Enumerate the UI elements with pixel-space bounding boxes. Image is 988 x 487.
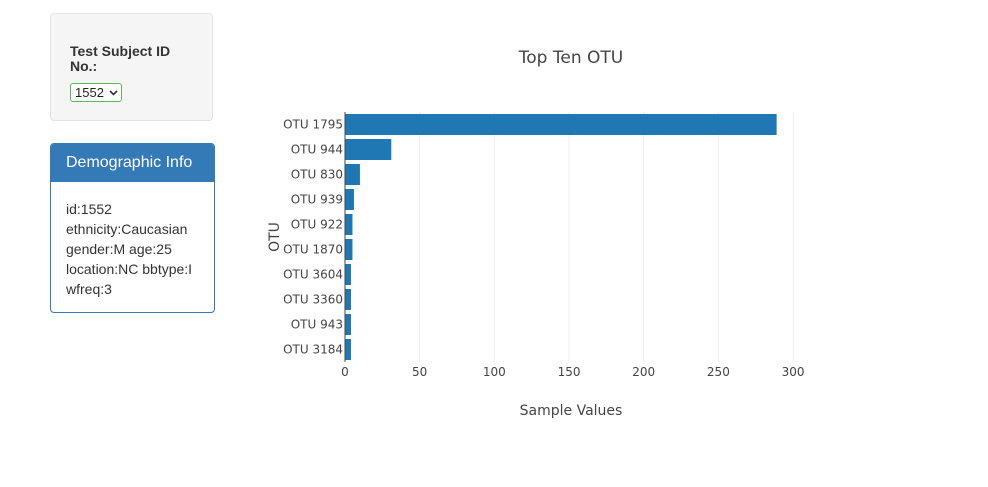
chart-x-tick-label: 0 — [341, 365, 349, 379]
demographic-line-location-bbtype: location:NC bbtype:I — [66, 261, 193, 277]
demographic-line-wfreq: wfreq:3 — [66, 281, 112, 297]
chart-bar — [345, 189, 354, 210]
chart-bar — [345, 114, 777, 135]
chart-title: Top Ten OTU — [518, 48, 623, 68]
demographic-info-body: id:1552 ethnicity:Caucasian gender:M age… — [51, 182, 214, 299]
chart-y-tick-label: OTU 3184 — [283, 343, 343, 357]
chart-bar — [345, 239, 353, 260]
chart-bar — [345, 339, 351, 360]
demographic-line-ethnicity: ethnicity:Caucasian — [66, 221, 188, 237]
chart-y-tick-label: OTU 830 — [291, 168, 343, 182]
chart-y-tick-label: OTU 939 — [291, 193, 343, 207]
chart-y-tick-label: OTU 943 — [291, 318, 343, 332]
chart-y-tick-labels: OTU 1795 OTU 944 OTU 830 OTU 939 OTU 922 OTU … — [283, 118, 343, 357]
chart-y-tick-label: OTU 1870 — [283, 243, 343, 257]
chart-bar — [345, 214, 353, 235]
chart-x-axis-label: Sample Values — [520, 403, 623, 419]
chart-x-tick-label: 100 — [483, 365, 506, 379]
chart-y-tick-label: OTU 1795 — [283, 118, 343, 132]
chart-y-axis-label: OTU — [267, 222, 283, 252]
demographic-line-id: id:1552 — [66, 201, 112, 217]
chart-bar — [345, 314, 351, 335]
subject-selector-label: Test Subject ID No.: — [70, 43, 171, 74]
demographic-panel-title: Demographic Info — [51, 144, 214, 182]
chart-x-tick-label: 50 — [412, 365, 427, 379]
chart-gridlines — [419, 112, 794, 362]
chart-bar — [345, 289, 351, 310]
chart-x-tick-label: 200 — [632, 365, 655, 379]
chart-x-tick-labels: 0 50 100 150 200 250 300 — [341, 365, 804, 379]
chart-y-tick-label: OTU 944 — [291, 143, 343, 157]
chart-bar — [345, 164, 360, 185]
chart-y-tick-label: OTU 3604 — [283, 268, 343, 282]
subject-id-select[interactable]: 1552 — [70, 83, 122, 102]
demographic-panel: Demographic Info id:1552 ethnicity:Cauca… — [50, 143, 215, 313]
demographic-line-gender-age: gender:M age:25 — [66, 241, 172, 257]
chart-y-tick-label: OTU 922 — [291, 218, 343, 232]
subject-id-select-value: 1552 — [75, 85, 104, 100]
chart-x-tick-label: 250 — [707, 365, 730, 379]
chart-bar — [345, 139, 392, 160]
subject-selector-well: Test Subject ID No.: 1552 — [50, 13, 213, 121]
chart-x-tick-label: 300 — [782, 365, 805, 379]
chart-x-tick-label: 150 — [558, 365, 581, 379]
chevron-down-icon — [109, 84, 118, 107]
chart-y-tick-label: OTU 3360 — [283, 293, 343, 307]
chart-bar — [345, 264, 351, 285]
chart-bars — [345, 114, 777, 360]
